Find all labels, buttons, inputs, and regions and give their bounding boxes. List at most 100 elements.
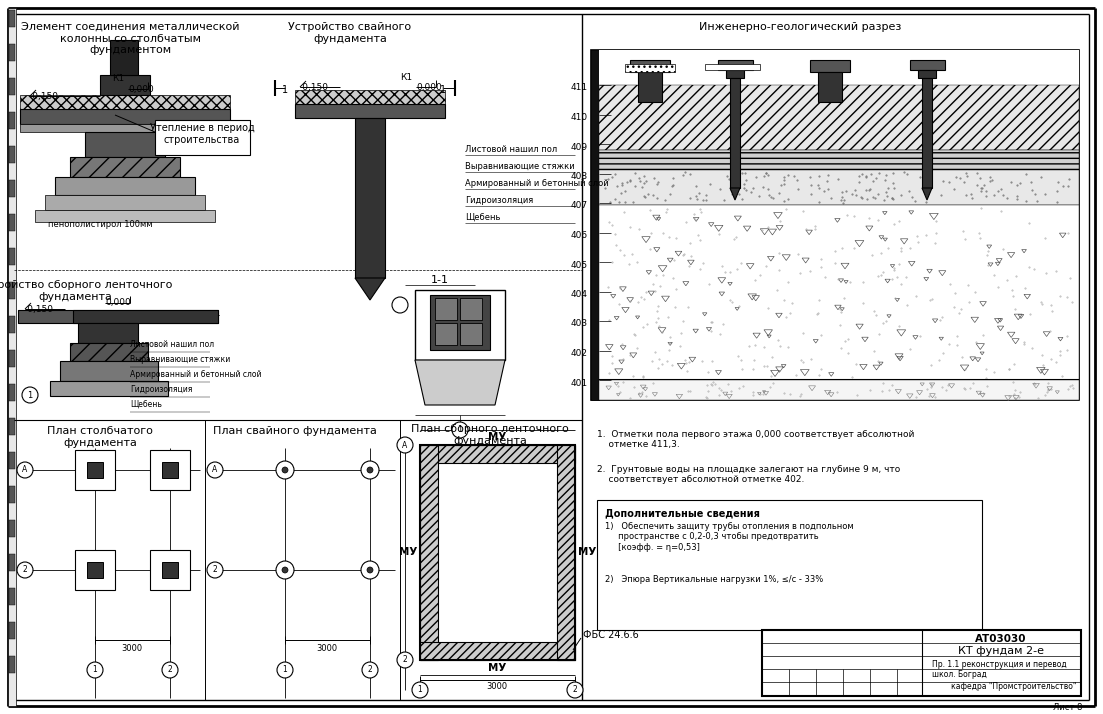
- Text: -0,150: -0,150: [300, 83, 329, 92]
- Bar: [591, 50, 599, 400]
- Text: МУ: МУ: [488, 432, 506, 442]
- Bar: [9, 350, 15, 367]
- Bar: [435, 298, 457, 320]
- Bar: [9, 112, 15, 129]
- Bar: [460, 323, 482, 345]
- Bar: [75, 450, 115, 490]
- Bar: [282, 567, 288, 573]
- Bar: [420, 445, 575, 463]
- Bar: [625, 64, 675, 72]
- Bar: [430, 295, 490, 350]
- Bar: [922, 78, 932, 188]
- Text: 401: 401: [571, 378, 588, 388]
- Bar: [85, 132, 165, 157]
- Bar: [9, 78, 15, 95]
- Bar: [78, 323, 138, 343]
- Text: К1: К1: [400, 73, 413, 82]
- Bar: [810, 60, 850, 72]
- Bar: [75, 550, 115, 590]
- Text: 408: 408: [571, 172, 588, 181]
- Circle shape: [162, 662, 178, 678]
- Text: Листовой нашил пол: Листовой нашил пол: [465, 145, 557, 154]
- Bar: [599, 85, 1079, 150]
- Bar: [599, 380, 1079, 400]
- Bar: [355, 118, 385, 278]
- Text: Устройство сборного ленточного
фундамента: Устройство сборного ленточного фундамент…: [0, 280, 172, 301]
- Bar: [35, 210, 215, 222]
- Text: 0,000: 0,000: [128, 85, 153, 94]
- Bar: [705, 64, 760, 70]
- Bar: [60, 361, 158, 381]
- Text: Лист 8: Лист 8: [1052, 703, 1082, 712]
- Text: 2: 2: [403, 655, 407, 665]
- Circle shape: [207, 562, 223, 578]
- Text: 1: 1: [28, 391, 33, 400]
- Text: Щебень: Щебень: [130, 400, 162, 409]
- Text: 410: 410: [571, 113, 588, 122]
- Text: 404: 404: [571, 290, 588, 299]
- Text: 0,000: 0,000: [105, 298, 131, 307]
- Bar: [367, 567, 373, 573]
- Bar: [20, 109, 231, 124]
- Bar: [762, 630, 1081, 696]
- Text: МУ: МУ: [398, 547, 417, 557]
- Bar: [87, 462, 103, 478]
- Bar: [150, 550, 190, 590]
- Bar: [9, 656, 15, 673]
- Text: 1.  Отметки пола первого этажа 0,000 соответствует абсолютной
    отметке 411,3.: 1. Отметки пола первого этажа 0,000 соот…: [597, 430, 914, 449]
- Polygon shape: [922, 188, 932, 200]
- Text: A: A: [403, 441, 408, 450]
- Text: 2: 2: [23, 565, 28, 575]
- Bar: [20, 95, 231, 109]
- Text: 3000: 3000: [486, 682, 507, 691]
- Bar: [162, 462, 178, 478]
- Circle shape: [87, 662, 103, 678]
- Bar: [420, 445, 575, 660]
- Circle shape: [367, 567, 373, 573]
- Text: 2)   Эпюра Вертикальные нагрузки 1%, ≤/с - 33%: 2) Эпюра Вертикальные нагрузки 1%, ≤/с -…: [606, 575, 823, 584]
- Bar: [9, 10, 15, 27]
- Text: МУ: МУ: [578, 547, 597, 557]
- Bar: [156, 120, 250, 155]
- Circle shape: [17, 562, 33, 578]
- Bar: [110, 40, 138, 75]
- Text: 403: 403: [571, 319, 588, 328]
- Text: 409: 409: [571, 143, 588, 151]
- Text: Выравнивающие стяжки: Выравнивающие стяжки: [130, 355, 231, 364]
- Text: Щебень: Щебень: [465, 213, 501, 222]
- Text: 405: 405: [571, 261, 588, 269]
- Bar: [50, 381, 168, 396]
- Bar: [730, 78, 740, 188]
- Polygon shape: [415, 360, 505, 405]
- Bar: [420, 642, 575, 660]
- Circle shape: [361, 561, 379, 579]
- Text: 1-1: 1-1: [431, 275, 449, 285]
- Bar: [162, 562, 178, 578]
- Bar: [630, 60, 670, 72]
- Circle shape: [282, 467, 288, 473]
- Bar: [818, 72, 842, 102]
- Bar: [9, 180, 15, 197]
- Text: Гидроизоляция: Гидроизоляция: [130, 385, 192, 394]
- Bar: [9, 214, 15, 231]
- Circle shape: [207, 462, 223, 478]
- Bar: [45, 195, 205, 210]
- Text: -0,150: -0,150: [25, 305, 54, 314]
- Text: 1: 1: [282, 85, 288, 95]
- Bar: [726, 70, 745, 78]
- Bar: [73, 310, 218, 323]
- Circle shape: [413, 682, 428, 698]
- Text: 1: 1: [440, 85, 446, 95]
- Bar: [599, 150, 1079, 170]
- Circle shape: [282, 567, 288, 573]
- Text: 3000: 3000: [317, 644, 338, 653]
- Text: КТ фундам 2-е: КТ фундам 2-е: [959, 646, 1045, 656]
- Text: 402: 402: [571, 349, 588, 358]
- Text: 2: 2: [572, 685, 577, 695]
- Bar: [599, 205, 1079, 380]
- Bar: [910, 60, 945, 70]
- Bar: [9, 418, 15, 435]
- Text: К1: К1: [113, 74, 125, 83]
- Text: Армированный и бетонный слой: Армированный и бетонный слой: [130, 370, 261, 379]
- Text: -0,150: -0,150: [30, 92, 58, 101]
